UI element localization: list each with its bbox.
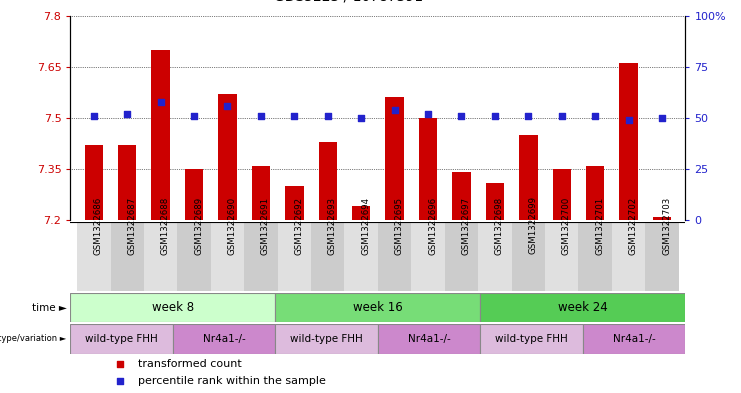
Text: GSM1322687: GSM1322687 xyxy=(127,196,136,255)
Text: time ►: time ► xyxy=(32,303,67,312)
Point xyxy=(622,117,634,123)
Text: GSM1322697: GSM1322697 xyxy=(462,196,471,255)
Bar xyxy=(385,97,404,220)
Bar xyxy=(478,222,511,291)
Point xyxy=(456,113,468,119)
Bar xyxy=(545,222,579,291)
Point xyxy=(556,113,568,119)
Bar xyxy=(185,169,203,220)
Point xyxy=(288,113,300,119)
Bar xyxy=(118,145,136,220)
Text: GSM1322686: GSM1322686 xyxy=(94,196,103,255)
Bar xyxy=(278,222,311,291)
Bar xyxy=(378,222,411,291)
Bar xyxy=(612,222,645,291)
Bar xyxy=(252,165,270,220)
Text: GSM1322698: GSM1322698 xyxy=(495,196,504,255)
Bar xyxy=(311,222,345,291)
Point xyxy=(113,378,125,384)
Text: GSM1322690: GSM1322690 xyxy=(227,196,236,255)
Bar xyxy=(519,135,537,220)
Text: GSM1322703: GSM1322703 xyxy=(662,196,671,255)
Bar xyxy=(485,183,504,220)
Bar xyxy=(245,222,278,291)
Text: genotype/variation ►: genotype/variation ► xyxy=(0,334,67,343)
Text: GSM1322688: GSM1322688 xyxy=(161,196,170,255)
Text: transformed count: transformed count xyxy=(138,359,242,369)
Bar xyxy=(84,145,103,220)
Text: GSM1322693: GSM1322693 xyxy=(328,196,336,255)
Text: GSM1322689: GSM1322689 xyxy=(194,196,203,255)
Point xyxy=(88,113,100,119)
Bar xyxy=(70,293,276,322)
Bar xyxy=(645,222,679,291)
Bar xyxy=(110,222,144,291)
Point xyxy=(522,113,534,119)
Bar xyxy=(345,222,378,291)
Text: GSM1322700: GSM1322700 xyxy=(562,196,571,255)
Point xyxy=(113,361,125,367)
Text: wild-type FHH: wild-type FHH xyxy=(495,334,568,344)
Bar xyxy=(319,142,337,220)
Point xyxy=(389,107,401,113)
Point xyxy=(155,98,167,105)
Point xyxy=(122,111,133,117)
Text: week 8: week 8 xyxy=(152,301,194,314)
Text: Nr4a1-/-: Nr4a1-/- xyxy=(408,334,451,344)
Text: GSM1322699: GSM1322699 xyxy=(528,196,537,255)
Bar xyxy=(480,324,583,354)
Point xyxy=(188,113,200,119)
Bar xyxy=(445,222,478,291)
Text: wild-type FHH: wild-type FHH xyxy=(290,334,363,344)
Bar xyxy=(285,186,304,220)
Text: week 24: week 24 xyxy=(558,301,608,314)
Bar xyxy=(177,222,210,291)
Text: GSM1322691: GSM1322691 xyxy=(261,196,270,255)
Text: GSM1322694: GSM1322694 xyxy=(361,196,370,255)
Point xyxy=(656,115,668,121)
Text: GSM1322701: GSM1322701 xyxy=(595,196,604,255)
Bar xyxy=(579,222,612,291)
Text: GSM1322692: GSM1322692 xyxy=(294,196,303,255)
Bar xyxy=(276,324,378,354)
Bar xyxy=(419,118,437,220)
Bar xyxy=(511,222,545,291)
Point xyxy=(422,111,434,117)
Text: GSM1322695: GSM1322695 xyxy=(395,196,404,255)
Bar xyxy=(173,324,276,354)
Bar xyxy=(411,222,445,291)
Bar xyxy=(144,222,177,291)
Point xyxy=(222,103,233,109)
Text: Nr4a1-/-: Nr4a1-/- xyxy=(613,334,656,344)
Bar xyxy=(378,324,480,354)
Bar xyxy=(210,222,245,291)
Bar xyxy=(553,169,571,220)
Bar xyxy=(452,173,471,220)
Bar xyxy=(653,217,671,220)
Text: percentile rank within the sample: percentile rank within the sample xyxy=(138,376,326,386)
Text: Nr4a1-/-: Nr4a1-/- xyxy=(203,334,245,344)
Text: GDS5223 / 10787391: GDS5223 / 10787391 xyxy=(273,0,423,4)
Bar xyxy=(276,293,480,322)
Bar xyxy=(583,324,685,354)
Bar xyxy=(151,50,170,220)
Text: week 16: week 16 xyxy=(353,301,403,314)
Point xyxy=(489,113,501,119)
Point xyxy=(255,113,267,119)
Bar xyxy=(480,293,685,322)
Text: GSM1322696: GSM1322696 xyxy=(428,196,437,255)
Bar xyxy=(70,324,173,354)
Bar xyxy=(586,165,605,220)
Point xyxy=(589,113,601,119)
Point xyxy=(355,115,367,121)
Point xyxy=(322,113,333,119)
Text: wild-type FHH: wild-type FHH xyxy=(85,334,158,344)
Bar xyxy=(219,94,236,220)
Bar xyxy=(619,63,638,220)
Bar xyxy=(352,206,370,220)
Bar xyxy=(77,222,110,291)
Text: GSM1322702: GSM1322702 xyxy=(628,196,637,255)
